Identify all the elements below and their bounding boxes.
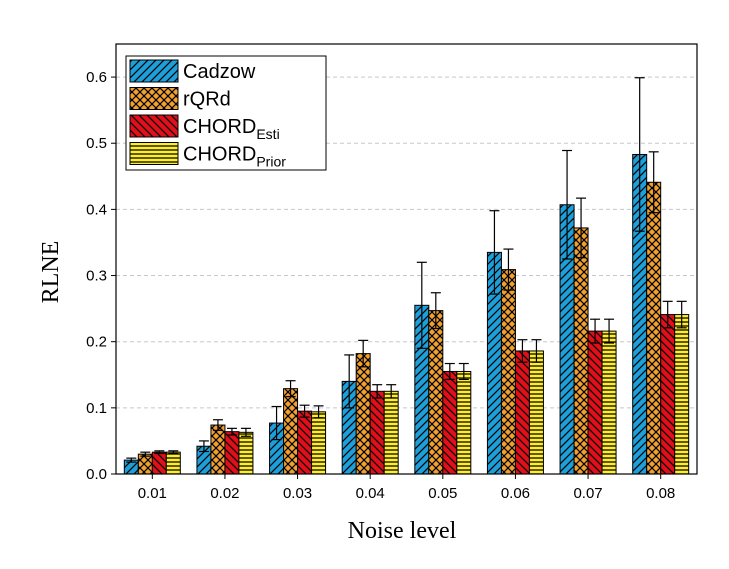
x-tick-label: 0.01 xyxy=(138,485,167,502)
x-axis-title: Noise level xyxy=(348,518,457,544)
bar xyxy=(601,330,617,475)
error-bar xyxy=(285,380,296,398)
y-tick-label: 0.0 xyxy=(86,466,107,483)
error-bar xyxy=(313,405,324,419)
legend-label: rQRd xyxy=(183,89,231,111)
bar xyxy=(674,314,690,475)
bar xyxy=(383,390,399,475)
bar xyxy=(137,453,153,475)
error-bar xyxy=(604,318,615,344)
bar xyxy=(528,350,544,475)
bar xyxy=(311,411,327,475)
bar xyxy=(428,310,444,475)
legend-swatch xyxy=(129,114,179,138)
bar xyxy=(165,451,181,475)
y-tick-label: 0.2 xyxy=(86,334,107,351)
y-tick-label: 0.6 xyxy=(86,69,107,86)
x-tick-label: 0.08 xyxy=(646,485,675,502)
error-bar xyxy=(271,405,282,441)
bar xyxy=(660,314,676,475)
error-bar xyxy=(444,362,455,380)
error-bar xyxy=(517,339,528,363)
x-tick-label: 0.07 xyxy=(573,485,602,502)
bar xyxy=(646,181,662,475)
bar xyxy=(514,350,530,475)
error-bar xyxy=(344,354,355,409)
legend-swatch xyxy=(129,87,179,110)
plot-frame xyxy=(115,43,698,475)
bar xyxy=(238,431,254,475)
bar xyxy=(587,330,603,475)
bar xyxy=(297,410,313,475)
bar xyxy=(442,370,458,475)
bar xyxy=(369,390,385,475)
bar xyxy=(151,451,167,475)
error-bar xyxy=(576,197,587,259)
error-bar xyxy=(430,292,441,330)
y-tick-label: 0.1 xyxy=(86,400,107,417)
error-bar xyxy=(386,384,397,399)
y-tick-label: 0.5 xyxy=(86,135,107,152)
bar xyxy=(573,227,589,475)
error-bar xyxy=(458,362,469,380)
error-bar xyxy=(212,419,223,431)
x-tick-label: 0.04 xyxy=(356,485,385,502)
legend-swatch xyxy=(129,142,179,165)
error-bar xyxy=(648,151,659,214)
y-axis-title: RLNE xyxy=(38,241,64,304)
bar xyxy=(355,353,371,475)
error-bar xyxy=(154,450,165,455)
x-tick-label: 0.05 xyxy=(428,485,457,502)
error-bar xyxy=(299,404,310,418)
legend-label: Cadzow xyxy=(183,61,256,83)
legend-label: CHORDPrior xyxy=(183,144,286,170)
x-tick-label: 0.02 xyxy=(210,485,239,502)
error-bar xyxy=(168,450,179,455)
error-bar xyxy=(226,427,237,436)
error-bar xyxy=(140,451,151,457)
error-bar xyxy=(416,261,427,349)
legend-label: CHORDEsti xyxy=(183,116,280,142)
error-bar xyxy=(240,427,251,437)
bar xyxy=(210,424,226,475)
y-tick-label: 0.3 xyxy=(86,268,107,285)
legend-swatch xyxy=(129,59,179,83)
x-tick-label: 0.03 xyxy=(283,485,312,502)
error-bar xyxy=(126,457,137,463)
error-bar xyxy=(662,300,673,329)
error-bar xyxy=(489,210,500,295)
y-tick-label: 0.4 xyxy=(86,201,107,218)
error-bar xyxy=(503,248,514,291)
bar xyxy=(283,388,299,475)
error-bar xyxy=(198,440,209,453)
bar xyxy=(224,431,240,475)
bar xyxy=(500,269,516,475)
error-bar xyxy=(531,339,542,363)
error-bar xyxy=(676,300,687,329)
x-tick-label: 0.06 xyxy=(501,485,530,502)
error-bar xyxy=(372,384,383,399)
error-bar xyxy=(562,149,573,260)
error-bar xyxy=(590,318,601,344)
bar xyxy=(456,370,472,475)
error-bar xyxy=(358,339,369,368)
error-bar xyxy=(634,77,645,232)
